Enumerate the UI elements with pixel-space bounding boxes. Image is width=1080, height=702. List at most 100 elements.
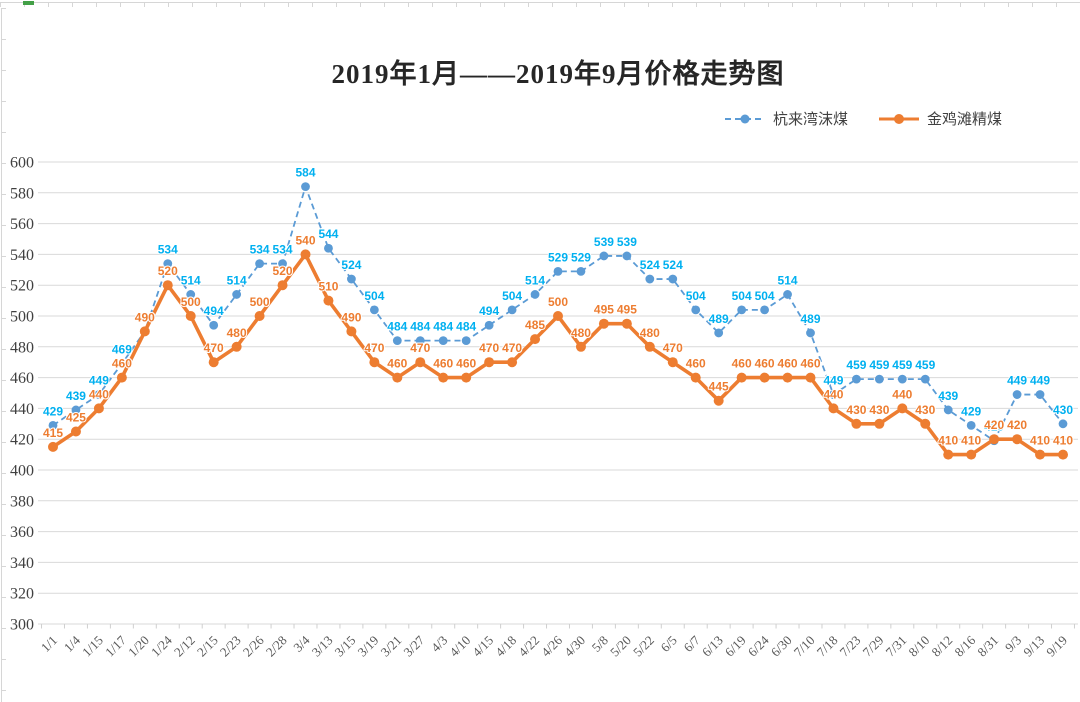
data-point: [989, 434, 1000, 445]
svg-text:439: 439: [66, 389, 86, 403]
data-point: [94, 390, 104, 399]
data-point: [782, 372, 793, 383]
data-point: [576, 266, 586, 276]
data-point: [737, 305, 747, 315]
data-point: [598, 318, 609, 329]
data-point: [714, 328, 724, 338]
data-point: [668, 274, 678, 284]
svg-text:430: 430: [869, 403, 889, 417]
svg-text:469: 469: [112, 343, 132, 357]
svg-text:514: 514: [778, 273, 798, 287]
svg-text:1/1: 1/1: [38, 633, 60, 655]
data-point: [346, 326, 357, 337]
svg-text:480: 480: [227, 326, 247, 340]
svg-text:534: 534: [250, 243, 270, 257]
data-point: [1012, 434, 1023, 445]
svg-text:320: 320: [10, 586, 34, 603]
svg-text:584: 584: [295, 166, 315, 180]
data-point: [70, 426, 81, 437]
svg-text:460: 460: [387, 357, 407, 371]
data-point: [300, 249, 311, 260]
data-point: [829, 390, 838, 399]
solid-line-dot-icon: [878, 113, 919, 124]
svg-text:529: 529: [548, 250, 568, 264]
svg-text:534: 534: [273, 243, 293, 257]
svg-text:410: 410: [961, 434, 981, 448]
svg-text:7/10: 7/10: [791, 633, 818, 660]
data-point: [255, 259, 264, 269]
svg-text:380: 380: [10, 493, 34, 510]
svg-text:440: 440: [10, 401, 34, 418]
data-point: [851, 418, 862, 429]
data-point: [966, 420, 976, 430]
data-point: [852, 374, 861, 384]
svg-text:8/31: 8/31: [974, 633, 1001, 660]
svg-text:490: 490: [135, 310, 155, 324]
data-point: [461, 372, 472, 383]
svg-text:3/19: 3/19: [355, 633, 382, 660]
data-point: [438, 372, 449, 383]
svg-text:460: 460: [755, 357, 775, 371]
svg-text:1/24: 1/24: [148, 632, 175, 659]
svg-text:7/23: 7/23: [837, 633, 864, 660]
data-point: [117, 359, 127, 369]
svg-text:539: 539: [594, 235, 614, 249]
svg-text:470: 470: [204, 341, 224, 355]
svg-text:440: 440: [89, 387, 109, 401]
svg-text:8/16: 8/16: [951, 632, 978, 659]
data-point: [139, 326, 150, 337]
svg-text:504: 504: [502, 289, 522, 303]
data-point: [71, 405, 81, 415]
data-point: [575, 341, 586, 352]
data-point: [484, 320, 494, 330]
svg-text:460: 460: [686, 357, 706, 371]
svg-text:449: 449: [1007, 374, 1027, 388]
svg-text:520: 520: [158, 264, 178, 278]
svg-text:580: 580: [10, 185, 34, 202]
svg-text:524: 524: [640, 258, 660, 272]
svg-text:2/12: 2/12: [171, 633, 198, 660]
svg-text:504: 504: [732, 289, 752, 303]
svg-text:420: 420: [1007, 418, 1027, 432]
svg-text:410: 410: [1030, 434, 1050, 448]
data-point: [232, 290, 242, 299]
data-point: [920, 374, 930, 384]
svg-text:460: 460: [456, 357, 476, 371]
svg-text:480: 480: [640, 326, 660, 340]
legend-item-hanglaiwan[interactable]: 杭来湾沫煤: [724, 108, 848, 129]
svg-text:2/26: 2/26: [240, 632, 267, 659]
svg-text:459: 459: [892, 358, 912, 372]
svg-text:460: 460: [112, 357, 132, 371]
svg-text:419: 419: [984, 420, 1004, 434]
svg-text:340: 340: [10, 555, 34, 572]
svg-text:534: 534: [158, 243, 178, 257]
svg-text:504: 504: [755, 289, 775, 303]
data-point: [691, 305, 701, 315]
svg-text:495: 495: [594, 303, 614, 317]
svg-text:3/15: 3/15: [332, 633, 359, 660]
legend-item-jinjitan[interactable]: 金鸡滩精煤: [878, 108, 1002, 129]
data-point: [324, 243, 333, 253]
data-point: [1058, 419, 1068, 429]
data-point: [690, 372, 701, 383]
svg-text:1/17: 1/17: [102, 632, 129, 659]
data-point: [828, 403, 839, 414]
data-point: [1035, 449, 1046, 460]
svg-text:539: 539: [617, 235, 637, 249]
svg-text:300: 300: [10, 617, 34, 634]
svg-text:470: 470: [663, 341, 683, 355]
svg-text:514: 514: [525, 273, 545, 287]
svg-text:9/19: 9/19: [1043, 633, 1070, 660]
svg-text:2/15: 2/15: [194, 633, 221, 660]
svg-text:470: 470: [502, 341, 522, 355]
svg-text:544: 544: [318, 227, 338, 241]
data-point: [185, 311, 196, 321]
svg-text:2/23: 2/23: [217, 633, 244, 660]
y-axis-labels: 600 580 560 540 520 500 480 460 440 420 400 380 360 3…: [10, 155, 34, 634]
svg-text:560: 560: [10, 216, 34, 233]
svg-text:459: 459: [915, 358, 935, 372]
svg-text:540: 540: [295, 233, 315, 247]
svg-text:415: 415: [43, 426, 63, 440]
data-point: [507, 305, 517, 315]
